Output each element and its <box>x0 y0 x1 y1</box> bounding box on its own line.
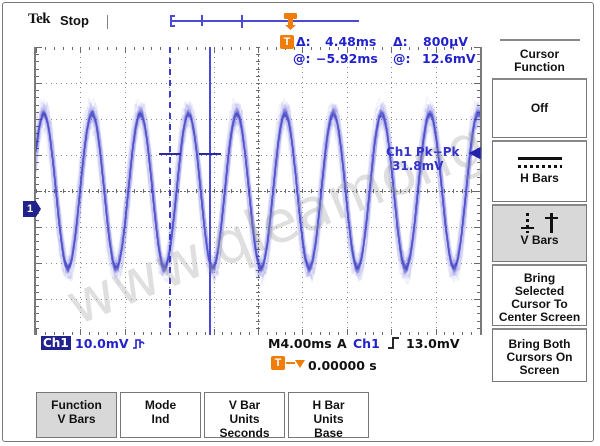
side-menu-title-line2: Function <box>492 61 587 74</box>
bottom-menu-item-function[interactable]: Function V Bars <box>36 392 117 438</box>
trigger-position-arrow-icon <box>286 358 306 370</box>
bottom-menu-item-function-line1: Function <box>38 398 115 412</box>
bottom-menu: Function V Bars Mode Ind V Bar Units Sec… <box>36 392 369 438</box>
cursor-b-handle[interactable] <box>199 153 221 155</box>
cursor-b-vertical[interactable] <box>209 47 211 335</box>
trigger-marker-icon[interactable]: T <box>280 35 294 49</box>
record-bar-cursor-b[interactable] <box>241 15 243 28</box>
bottom-menu-item-vbar-units[interactable]: V Bar Units Seconds <box>204 392 285 438</box>
bottom-menu-item-vbar-units-line1: V Bar <box>206 398 283 412</box>
side-menu-rule <box>500 39 580 41</box>
bottom-menu-item-hbar-units[interactable]: H Bar Units Base <box>288 392 369 438</box>
bottom-menu-item-hbar-units-line3: Base <box>290 426 367 440</box>
cursor-a-vertical[interactable] <box>169 47 171 335</box>
channel-1-scale: 10.0mV <box>75 336 129 351</box>
side-menu-item-h-bars-label: H Bars <box>520 171 559 185</box>
cursor-a-handle[interactable] <box>159 153 181 155</box>
pkpk-measure-label: Ch1 Pk−Pk <box>386 146 459 159</box>
waveform-trace <box>36 47 480 335</box>
side-menu-item-h-bars[interactable]: H Bars <box>492 140 587 202</box>
side-menu-title: Cursor Function <box>492 44 587 74</box>
trigger-position-icon[interactable]: T <box>271 356 285 370</box>
delta-volt-label: Δ: <box>393 34 408 49</box>
bottom-menu-item-hbar-units-line1: H Bar <box>290 398 367 412</box>
side-menu: Cursor Function Off H Bars V Bars Bring … <box>492 39 587 384</box>
at-time-label: @: <box>293 51 311 66</box>
trigger-level: 13.0mV <box>406 336 460 351</box>
pkpk-arrow-icon: ◀ <box>469 143 481 161</box>
bottom-menu-item-hbar-units-line2: Units <box>290 412 367 426</box>
rising-edge-icon <box>387 335 401 350</box>
trigger-position-value: 0.00000 s <box>308 358 377 373</box>
record-bar-trigger-icon[interactable] <box>284 13 297 30</box>
pkpk-measure-value: 31.8mV <box>392 160 443 173</box>
at-time-value: −5.92ms <box>316 51 378 66</box>
h-bars-icon <box>494 154 585 172</box>
delta-volt-value: 800µV <box>423 34 468 49</box>
side-menu-item-bring-selected[interactable]: Bring Selected Cursor To Center Screen <box>492 264 587 326</box>
side-menu-item-bring-selected-label: Bring Selected Cursor To Center Screen <box>499 271 580 324</box>
bottom-menu-item-mode[interactable]: Mode Ind <box>120 392 201 438</box>
bottom-menu-item-function-line2: V Bars <box>38 412 115 426</box>
at-volt-value: 12.6mV <box>422 51 476 66</box>
graticule-right-border <box>480 47 482 335</box>
side-menu-item-v-bars-label: V Bars <box>520 233 558 247</box>
delta-time-value: 4.48ms <box>325 34 376 49</box>
ac-coupling-icon <box>132 337 146 350</box>
bottom-menu-item-mode-line1: Mode <box>122 398 199 412</box>
side-menu-item-bring-both-label: Bring Both Cursors On Screen <box>506 337 572 377</box>
side-menu-item-v-bars[interactable]: V Bars <box>492 204 587 262</box>
trigger-channel: Ch1 <box>353 336 380 351</box>
record-length-bar[interactable] <box>171 20 359 22</box>
timebase-readout: M4.00ms <box>268 336 332 351</box>
side-menu-item-bring-both[interactable]: Bring Both Cursors On Screen <box>492 328 587 382</box>
tek-logo: Tek <box>28 11 50 28</box>
channel-1-marker-label: 1 <box>23 201 37 217</box>
side-menu-item-off-label: Off <box>531 101 548 115</box>
v-bars-icon <box>494 212 585 234</box>
record-bar-left-tick <box>107 15 108 29</box>
trigger-source-prefix: A <box>337 336 347 351</box>
channel-1-badge[interactable]: Ch1 <box>41 336 71 350</box>
bottom-menu-item-vbar-units-line3: Seconds <box>206 426 283 440</box>
record-bar-cursor-a[interactable] <box>201 15 203 26</box>
delta-time-label: Δ: <box>296 34 311 49</box>
acquisition-status: Stop <box>60 13 89 28</box>
bottom-menu-item-vbar-units-line2: Units <box>206 412 283 426</box>
oscilloscope-window: Tek Stop www.qleamong.com 1 T Δ: 4.48ms … <box>2 2 594 442</box>
side-menu-item-off[interactable]: Off <box>492 78 587 138</box>
at-volt-label: @: <box>393 51 411 66</box>
bottom-menu-item-mode-line2: Ind <box>122 412 199 426</box>
